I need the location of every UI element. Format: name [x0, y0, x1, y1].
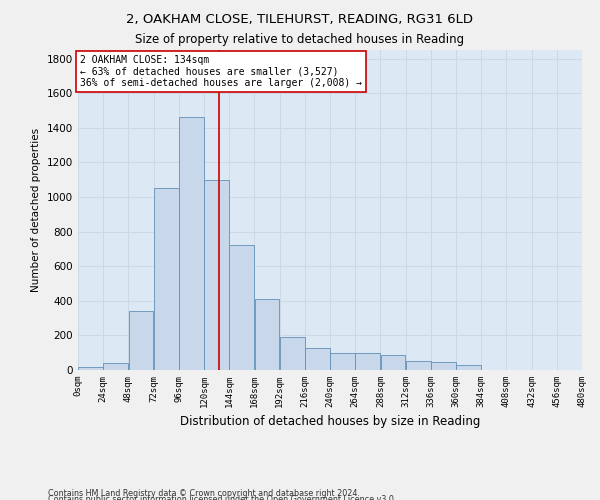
Bar	[78, 366, 103, 370]
Bar	[406, 362, 431, 370]
Bar	[204, 180, 229, 370]
Bar	[431, 362, 456, 370]
Bar	[380, 356, 406, 370]
Bar	[355, 352, 380, 370]
Bar	[254, 299, 280, 370]
Bar	[456, 365, 481, 370]
Bar	[154, 188, 179, 370]
Bar	[128, 311, 154, 370]
Y-axis label: Number of detached properties: Number of detached properties	[31, 128, 41, 292]
X-axis label: Distribution of detached houses by size in Reading: Distribution of detached houses by size …	[180, 416, 480, 428]
Bar	[229, 246, 254, 370]
Text: Contains HM Land Registry data © Crown copyright and database right 2024.: Contains HM Land Registry data © Crown c…	[48, 488, 360, 498]
Bar	[330, 352, 355, 370]
Bar	[280, 337, 305, 370]
Text: Contains public sector information licensed under the Open Government Licence v3: Contains public sector information licen…	[48, 495, 397, 500]
Text: 2, OAKHAM CLOSE, TILEHURST, READING, RG31 6LD: 2, OAKHAM CLOSE, TILEHURST, READING, RG3…	[127, 12, 473, 26]
Text: Size of property relative to detached houses in Reading: Size of property relative to detached ho…	[136, 32, 464, 46]
Text: 2 OAKHAM CLOSE: 134sqm
← 63% of detached houses are smaller (3,527)
36% of semi-: 2 OAKHAM CLOSE: 134sqm ← 63% of detached…	[80, 55, 362, 88]
Bar	[179, 118, 204, 370]
Bar	[305, 348, 330, 370]
Bar	[103, 363, 128, 370]
